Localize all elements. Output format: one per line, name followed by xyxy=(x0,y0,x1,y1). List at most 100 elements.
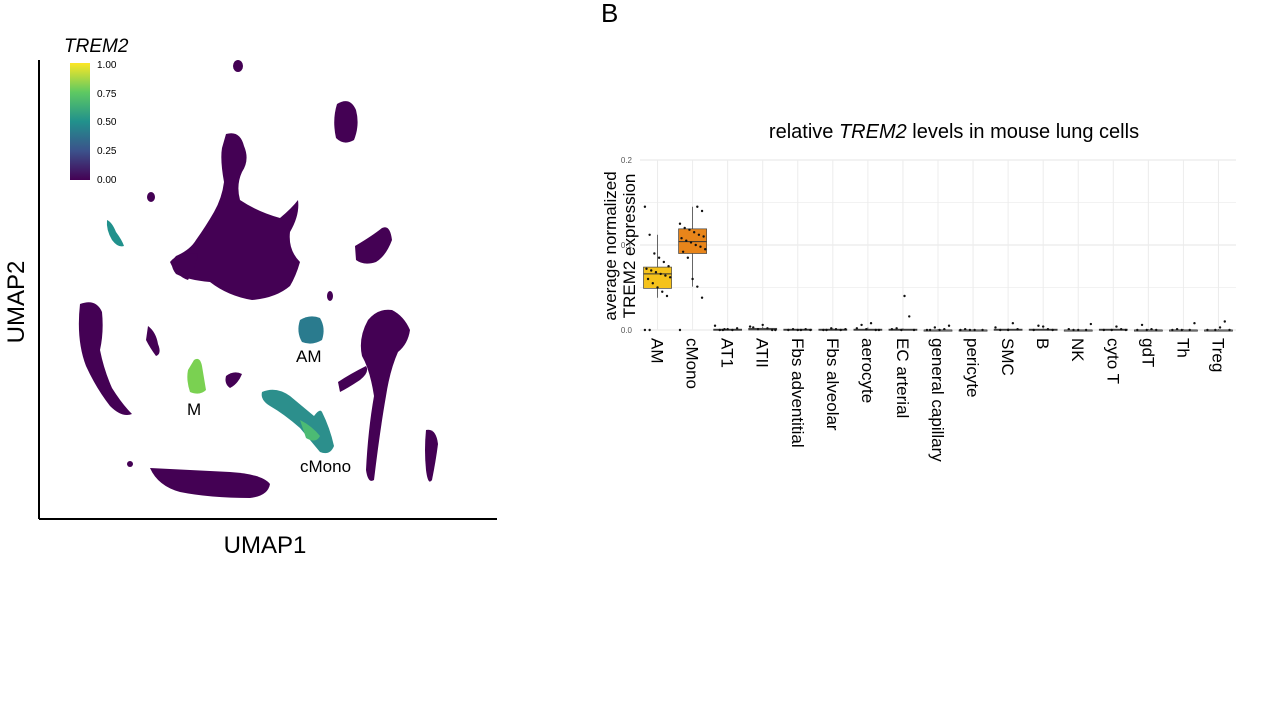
data-point xyxy=(822,328,825,332)
data-point xyxy=(1188,328,1191,332)
colorbar-tick-label: 1.00 xyxy=(97,60,117,71)
data-point xyxy=(654,271,658,274)
data-point xyxy=(697,233,701,236)
x-tick-label: EC arterial xyxy=(893,338,912,418)
data-point xyxy=(959,328,962,332)
data-point xyxy=(830,327,833,330)
data-point xyxy=(678,222,682,225)
cluster-right-arm xyxy=(338,366,368,392)
data-point xyxy=(973,328,976,332)
data-point xyxy=(895,327,898,330)
panel-label-b: B xyxy=(601,0,619,28)
data-point xyxy=(928,328,932,332)
data-point xyxy=(761,323,764,327)
data-point xyxy=(702,235,705,238)
data-point xyxy=(688,228,691,231)
grid-lines xyxy=(640,159,1236,331)
y-tick-label: 0.0 xyxy=(621,326,633,335)
data-point xyxy=(1089,322,1093,326)
data-point xyxy=(1102,328,1106,332)
cluster-left-tail xyxy=(170,253,198,280)
x-tick-label: gdT xyxy=(1138,338,1157,367)
x-tick-label: Th xyxy=(1173,338,1192,358)
data-point xyxy=(804,327,807,331)
data-point xyxy=(1214,328,1217,332)
data-point xyxy=(981,328,984,332)
data-point xyxy=(748,325,752,328)
cluster-upper-right xyxy=(334,101,358,143)
data-point xyxy=(1228,328,1231,332)
colorbar-gradient xyxy=(70,63,90,180)
data-point xyxy=(696,205,699,208)
data-point xyxy=(799,328,803,332)
x-tick-label: SMC xyxy=(998,338,1017,376)
data-point xyxy=(770,328,774,332)
x-tick-label: ATII xyxy=(753,338,772,368)
data-point xyxy=(1140,323,1144,327)
x-tick-label: aerocyte xyxy=(858,338,877,403)
colorbar-title: TREM2 xyxy=(64,36,129,57)
cluster-small-mid xyxy=(146,326,160,356)
data-point xyxy=(1072,328,1075,332)
cluster-m xyxy=(187,358,206,394)
data-point xyxy=(1155,328,1158,332)
data-point xyxy=(1032,328,1035,332)
data-point xyxy=(912,328,916,332)
data-point xyxy=(877,328,881,332)
data-point xyxy=(700,296,704,299)
data-point xyxy=(685,239,688,242)
x-tick-label: Treg xyxy=(1208,338,1227,372)
data-point xyxy=(735,327,739,330)
data-point xyxy=(869,322,873,325)
data-point xyxy=(723,327,726,331)
data-point xyxy=(938,328,941,332)
data-point xyxy=(865,327,868,331)
jitter-points xyxy=(643,205,1231,332)
data-point xyxy=(1180,328,1184,332)
data-point xyxy=(860,323,863,327)
data-point xyxy=(683,226,686,230)
data-point xyxy=(1145,328,1148,332)
data-point xyxy=(662,260,666,264)
chart-title-prefix: relative xyxy=(769,121,839,143)
data-point xyxy=(648,233,651,236)
colorbar-tick-label: 0.50 xyxy=(97,117,117,128)
data-point xyxy=(667,265,670,268)
data-point xyxy=(645,267,648,270)
umap-clusters xyxy=(78,60,438,498)
y-axis-label-line2: TREM2 expression xyxy=(620,174,639,319)
x-tick-label: Fbs adventitial xyxy=(788,338,807,448)
data-point xyxy=(903,294,906,298)
data-point xyxy=(1006,328,1010,332)
data-point xyxy=(947,324,951,327)
data-point xyxy=(1136,328,1139,332)
data-point xyxy=(1077,328,1080,332)
data-point xyxy=(834,327,838,331)
colorbar-tick-label: 0.00 xyxy=(97,175,117,186)
data-point xyxy=(1171,328,1174,332)
data-point xyxy=(657,256,661,259)
data-point xyxy=(1041,325,1045,328)
cluster-right-tail xyxy=(425,429,438,482)
data-point xyxy=(874,328,877,332)
data-point xyxy=(686,256,690,259)
data-point xyxy=(1016,327,1019,331)
data-point xyxy=(1223,320,1226,323)
data-point xyxy=(694,243,697,247)
data-point xyxy=(752,326,755,329)
y-tick-label: 0.1 xyxy=(621,241,633,250)
umap-y-axis-label: UMAP2 xyxy=(3,261,30,344)
y-axis-label: average normalizedTREM2 expression xyxy=(601,171,639,320)
data-point xyxy=(994,326,997,329)
data-point xyxy=(656,286,659,289)
x-tick-label: cyto T xyxy=(1103,338,1122,384)
cluster-am xyxy=(298,316,324,344)
x-tick-labels: AM cMono AT1 ATII Fbs adventitial Fbs alveola… xyxy=(648,338,1228,462)
data-point xyxy=(855,327,859,330)
data-point xyxy=(699,245,702,248)
data-point xyxy=(963,327,967,331)
data-point xyxy=(1218,326,1222,329)
data-point xyxy=(844,327,847,331)
data-point xyxy=(766,327,769,330)
data-point xyxy=(1110,328,1113,332)
